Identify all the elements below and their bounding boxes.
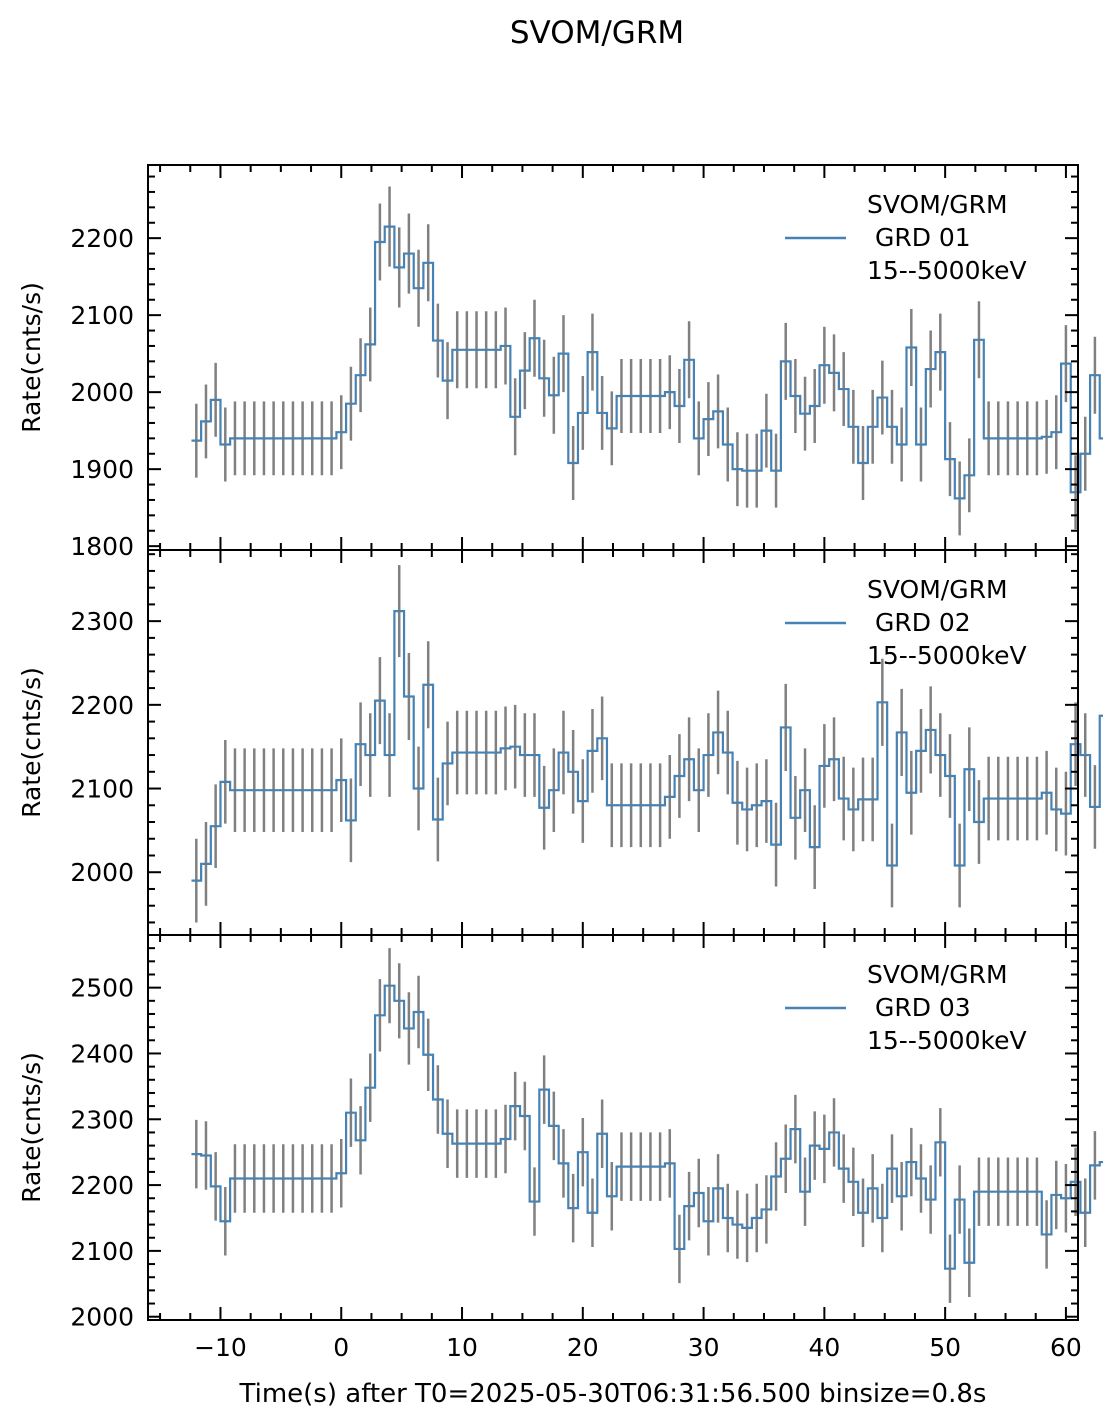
x-tick-label: −10 <box>194 1333 247 1362</box>
legend-text: SVOM/GRM <box>867 960 1008 989</box>
y-tick-label: 2100 <box>70 301 134 330</box>
y-tick-label: 2200 <box>70 691 134 720</box>
x-tick-label: 20 <box>567 1333 599 1362</box>
y-axis-label: Rate(cnts/s) <box>17 282 46 433</box>
x-tick-label: 50 <box>929 1333 961 1362</box>
legend-text: GRD 01 <box>867 223 971 252</box>
legend-text: SVOM/GRM <box>867 575 1008 604</box>
x-axis-label: Time(s) after T0=2025-05-30T06:31:56.500… <box>239 1379 987 1409</box>
legend-text: GRD 03 <box>867 993 971 1022</box>
legend-text: SVOM/GRM <box>867 190 1008 219</box>
x-tick-label: 40 <box>808 1333 840 1362</box>
y-tick-label: 2000 <box>70 1303 134 1332</box>
y-tick-label: 2200 <box>70 224 134 253</box>
y-tick-label: 2200 <box>70 1171 134 1200</box>
y-tick-label: 1900 <box>70 455 134 484</box>
y-tick-label: 2000 <box>70 378 134 407</box>
panel-3: −10 0 10 20 30 40 50 60 2000 2100 2200 2300 2400 2500… <box>17 934 1103 1362</box>
y-ticks: 2000 2100 2200 2300 2400 2500 <box>70 934 1078 1332</box>
figure-title: SVOM/GRM <box>510 15 684 51</box>
y-tick-label: 1800 <box>70 532 134 561</box>
legend-text: 15--5000keV <box>867 641 1027 670</box>
legend: SVOM/GRM GRD 01 15--5000keV <box>785 190 1027 285</box>
legend-text: 15--5000keV <box>867 256 1027 285</box>
y-axis-label: Rate(cnts/s) <box>17 667 46 818</box>
y-tick-label: 2000 <box>70 858 134 887</box>
y-tick-label: 2400 <box>70 1039 134 1068</box>
legend: SVOM/GRM GRD 03 15--5000keV <box>785 960 1027 1055</box>
light-curve-line <box>191 984 1103 1270</box>
panel-2: 2000 2100 2200 2300 Rate(cnts/s) SVOM/GRM GRD… <box>17 549 1103 936</box>
panel-1: 1800 1900 2000 2100 2200 Rate(cnts/s) SVOM/GRM… <box>17 164 1103 561</box>
y-tick-label: 2500 <box>70 974 134 1003</box>
x-tick-label: 0 <box>333 1333 349 1362</box>
y-tick-label: 2300 <box>70 1105 134 1134</box>
legend-text: 15--5000keV <box>867 1026 1027 1055</box>
x-tick-label: 60 <box>1050 1333 1082 1362</box>
x-tick-label: 30 <box>688 1333 720 1362</box>
y-ticks: 2000 2100 2200 2300 <box>70 553 1078 924</box>
x-ticks: −10 0 10 20 30 40 50 60 <box>159 935 1082 1362</box>
x-ticks <box>159 550 1067 935</box>
y-tick-label: 2100 <box>70 775 134 804</box>
y-ticks: 1800 1900 2000 2100 2200 <box>70 175 1078 561</box>
y-tick-label: 2300 <box>70 607 134 636</box>
y-tick-label: 2100 <box>70 1237 134 1266</box>
legend-text: GRD 02 <box>867 608 971 637</box>
x-tick-label: 10 <box>446 1333 478 1362</box>
light-curve-line <box>191 610 1103 882</box>
light-curve-line <box>191 225 1103 500</box>
panels-group: 1800 1900 2000 2100 2200 Rate(cnts/s) SVOM/GRM… <box>17 164 1103 1362</box>
y-axis-label: Rate(cnts/s) <box>17 1052 46 1203</box>
x-ticks <box>159 165 1067 550</box>
legend: SVOM/GRM GRD 02 15--5000keV <box>785 575 1027 670</box>
